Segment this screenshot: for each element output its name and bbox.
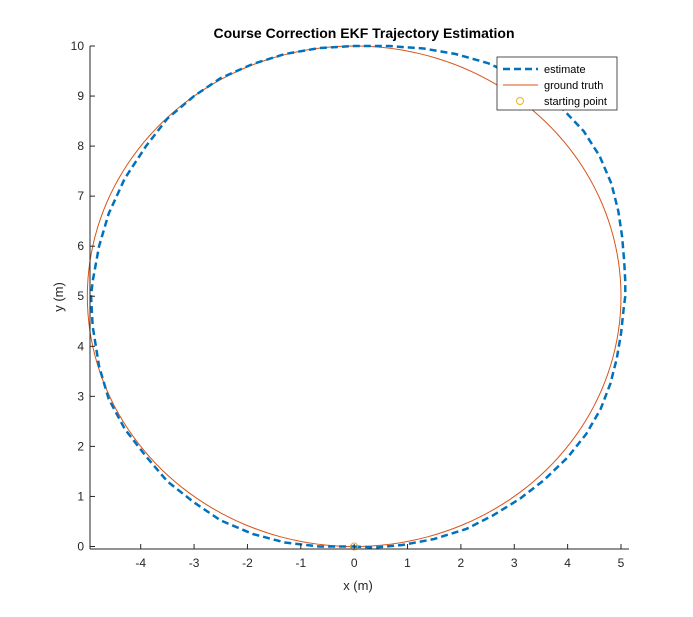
x-tick-label: 3 (511, 556, 518, 570)
y-tick-label: 5 (77, 289, 84, 303)
y-tick-label: 3 (77, 389, 84, 403)
y-tick-label: 2 (77, 439, 84, 453)
legend-swatch-starting-point (516, 97, 524, 105)
x-tick-label: 0 (351, 556, 358, 570)
legend-label-ground-truth: ground truth (544, 80, 603, 92)
y-tick-label: 10 (71, 39, 85, 53)
y-ticks: 0 1 2 3 4 5 6 7 8 9 10 (71, 39, 95, 553)
legend-entry-starting-point: starting point (516, 96, 607, 108)
y-tick-label: 0 (77, 539, 84, 553)
legend-label-starting-point: starting point (544, 96, 607, 108)
x-tick-label: 2 (458, 556, 465, 570)
x-tick-label: 1 (404, 556, 411, 570)
x-tick-label: -4 (135, 556, 146, 570)
legend-label-estimate: estimate (544, 64, 586, 76)
y-tick-label: 4 (77, 339, 84, 353)
legend[interactable]: estimate ground truth starting point (496, 56, 618, 111)
y-tick-label: 9 (77, 89, 84, 103)
starting-point-marker (350, 542, 359, 551)
x-tick-label: 4 (564, 556, 571, 570)
x-tick-label: -3 (189, 556, 200, 570)
y-tick-label: 7 (77, 189, 84, 203)
legend-entry-ground-truth: ground truth (503, 80, 603, 92)
y-axis-label: y (m) (51, 282, 66, 312)
chart-title: Course Correction EKF Trajectory Estimat… (213, 25, 514, 41)
legend-entry-estimate: estimate (503, 64, 586, 76)
series-layer (86, 44, 627, 551)
x-tick-label: -1 (295, 556, 306, 570)
series-estimate-line (89, 44, 627, 549)
y-tick-label: 1 (77, 489, 84, 503)
y-tick-label: 8 (77, 139, 84, 153)
x-ticks: -4 -3 -2 -1 0 1 2 3 4 5 (135, 544, 625, 570)
plot-area: -4 -3 -2 -1 0 1 2 3 4 5 0 1 2 3 4 5 6 7 8 9 10 (71, 39, 629, 570)
x-tick-label: 5 (618, 556, 625, 570)
axes-box (90, 46, 629, 549)
y-tick-label: 6 (77, 239, 84, 253)
x-tick-label: -2 (242, 556, 253, 570)
x-axis-label: x (m) (343, 578, 373, 593)
